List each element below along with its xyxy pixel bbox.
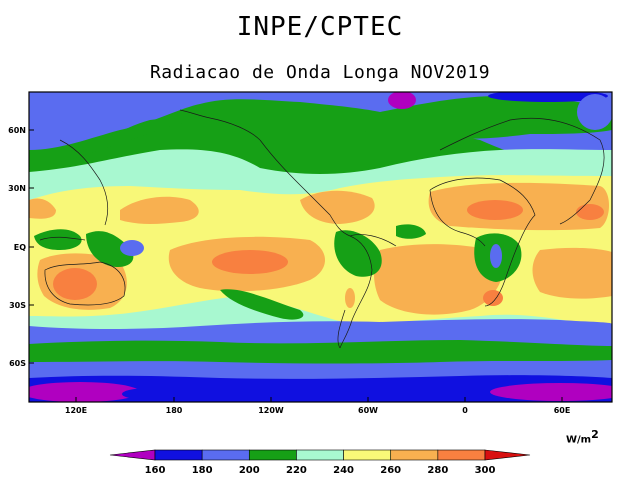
lat-label-60n: 60N <box>8 126 26 135</box>
units-label: W/m2 <box>566 428 599 446</box>
latitude-axis: 60N 30N EQ 30S 60S <box>8 126 34 368</box>
colorbar-tick-label: 200 <box>239 465 260 476</box>
colorbar: 160 180 200 220 240 260 280 300 <box>109 449 531 476</box>
lon-label-120e: 120E <box>65 406 87 415</box>
lon-label-180: 180 <box>166 406 183 415</box>
colorbar-segment <box>154 449 203 461</box>
colorbar-high-triangle <box>484 449 531 461</box>
lat-label-30n: 30N <box>8 184 26 193</box>
colorbar-segment <box>296 449 344 461</box>
colorbar-tick-label: 180 <box>192 465 213 476</box>
lon-label-60e: 60E <box>554 406 571 415</box>
colorbar-segment <box>201 449 250 461</box>
lat-label-30s: 30S <box>9 301 26 310</box>
colorbar-tick-label: 300 <box>475 465 496 476</box>
lon-label-120w: 120W <box>258 406 284 415</box>
colorbar-tick-label: 160 <box>145 465 166 476</box>
map-title: INPE/CPTEC <box>236 12 404 42</box>
lon-label-60w: 60W <box>358 406 378 415</box>
colorbar-segment <box>437 449 486 461</box>
coastlines <box>39 109 605 349</box>
colorbar-segment <box>343 449 392 461</box>
colorbar-tick-label: 260 <box>380 465 401 476</box>
longitude-axis: 120E 180 120W 60W 0 60E <box>65 397 570 415</box>
lat-label-60s: 60S <box>9 359 26 368</box>
lon-label-0: 0 <box>462 406 468 415</box>
colorbar-tick-label: 220 <box>286 465 307 476</box>
colorbar-low-triangle <box>109 449 156 461</box>
lat-label-eq: EQ <box>14 243 26 252</box>
map-subtitle: Radiacao de Onda Longa NOV2019 <box>149 62 491 83</box>
olr-field <box>29 92 612 402</box>
colorbar-tick-label: 240 <box>333 465 354 476</box>
colorbar-segment <box>390 449 439 461</box>
colorbar-segment <box>248 449 297 461</box>
colorbar-tick-label: 280 <box>427 465 448 476</box>
